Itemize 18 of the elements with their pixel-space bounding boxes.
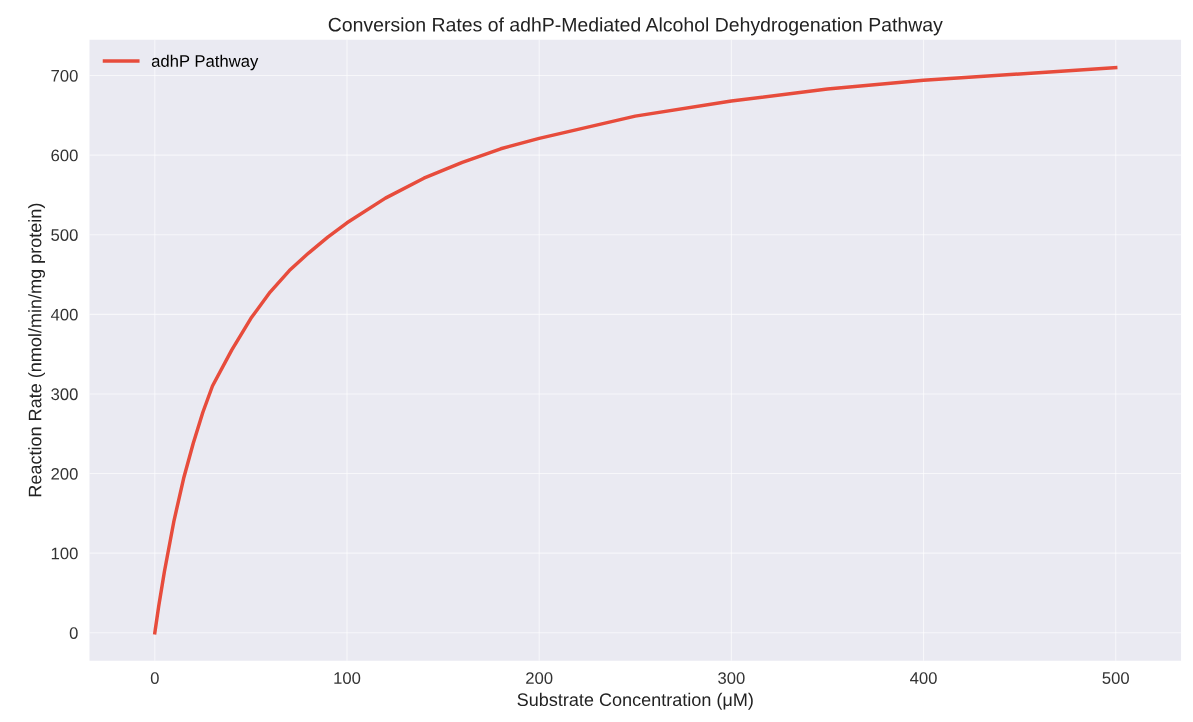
y-tick-label: 0 — [69, 627, 78, 639]
legend-label: adhP Pathway — [151, 54, 259, 71]
y-tick-label: 200 — [51, 467, 78, 480]
x-tick-label: 400 — [910, 672, 937, 684]
x-tick-label: 300 — [718, 672, 745, 684]
x-axis-title: Substrate Concentration (μM) — [517, 692, 753, 710]
x-tick-label: 200 — [526, 672, 553, 684]
x-tick-label: 100 — [334, 672, 361, 684]
y-tick-label: 500 — [51, 229, 78, 241]
chart-title: Conversion Rates of adhP-Mediated Alcohol Dehydrogenation Pathway — [328, 17, 943, 36]
y-axis-title: Reaction Rate (nmol/min/mg protein) — [28, 203, 45, 497]
x-tick-label: 0 — [150, 672, 159, 684]
y-tick-label: 700 — [51, 69, 78, 82]
y-tick-label: 600 — [51, 149, 78, 162]
y-tick-label: 400 — [50, 308, 78, 321]
x-tick-label: 500 — [1102, 672, 1129, 684]
y-tick-label: 300 — [51, 388, 78, 401]
y-tick-label: 100 — [51, 547, 78, 560]
